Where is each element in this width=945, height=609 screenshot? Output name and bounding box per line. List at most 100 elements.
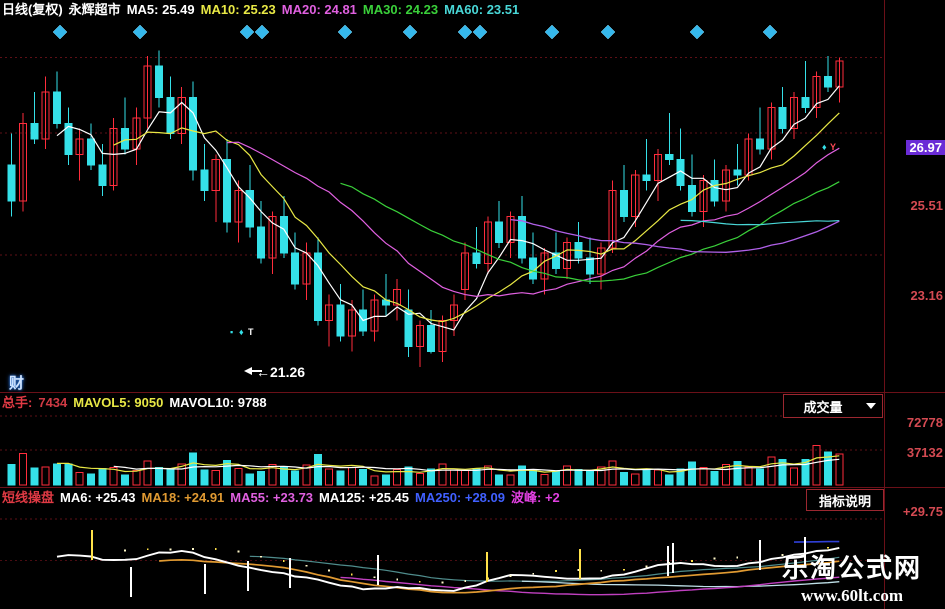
candlestick (778, 86, 787, 134)
candlestick (823, 55, 833, 93)
svg-text:Y: Y (830, 142, 836, 152)
candlestick-plot-area[interactable]: ▪ ♦ T ♦ Y (0, 0, 945, 392)
volume-bar (540, 474, 549, 486)
ind-line-ma250 (793, 540, 840, 543)
candlestick (132, 107, 141, 165)
svg-text:T: T (248, 327, 254, 337)
ind-legend-ma18: MA18: +24.91 (141, 490, 225, 505)
indicator-axis-label-max: +29.75 (902, 504, 943, 519)
volume-bar (189, 452, 198, 486)
volume-bar (472, 468, 481, 486)
svg-text:♦: ♦ (239, 327, 244, 337)
price-axis-label-mid: 25.51 (910, 198, 943, 213)
candlestick (155, 50, 164, 108)
indicator-plot-area[interactable] (0, 488, 945, 609)
volume-bar (30, 467, 39, 486)
price-axis-label-high: 26.97 (906, 140, 945, 155)
candlestick (98, 144, 107, 196)
volume-bar (143, 460, 152, 486)
volume-bar (257, 470, 266, 486)
volume-bar (370, 475, 379, 486)
low-price-annotation: ←21.26 (256, 364, 306, 380)
indicator-description-button[interactable]: 指标说明 (806, 489, 884, 511)
volume-bar (699, 466, 708, 486)
panel-divider-2 (0, 487, 945, 488)
volume-bar (7, 463, 16, 486)
ind-legend-ma55: MA55: +23.73 (230, 490, 314, 505)
candlestick (529, 232, 538, 285)
ind-legend-ma125: MA125: +25.45 (319, 490, 410, 505)
indicator-dot-markers (124, 546, 829, 584)
volume-bar (393, 469, 402, 486)
candlestick (359, 289, 368, 337)
volume-bar (98, 468, 107, 486)
volume-bar (506, 474, 515, 486)
candlestick (223, 138, 232, 233)
candlestick (347, 299, 356, 352)
candlestick (438, 315, 447, 363)
volume-bar (177, 463, 186, 486)
volume-bar (642, 468, 651, 486)
indicator-title-label: 短线操盘 (2, 490, 55, 505)
volume-bar (733, 461, 742, 486)
candlestick (495, 201, 504, 248)
candlestick (64, 107, 73, 165)
volume-bar (64, 463, 73, 486)
volume-bar (801, 459, 810, 486)
volume-bar (75, 471, 84, 486)
volume-bar (835, 453, 844, 486)
candlestick (268, 211, 277, 274)
candlestick (393, 278, 402, 321)
candlestick (291, 232, 300, 290)
candlestick (653, 149, 662, 202)
candlestick (313, 237, 322, 326)
candlestick (699, 175, 708, 228)
volume-indicator-selector[interactable]: 成交量 (783, 394, 883, 418)
candlestick (325, 294, 334, 347)
volume-selector-label: 成交量 (803, 399, 843, 415)
volume-bar (608, 460, 617, 486)
volume-panel-header: 总手: 7434 MAVOL5: 9050 MAVOL10: 9788 (0, 393, 945, 413)
volume-bar (41, 466, 50, 486)
volume-bar (415, 473, 424, 486)
volume-bar (155, 466, 164, 486)
mavol-legend-mavol5: MAVOL5: 9050 (73, 395, 164, 410)
candlestick (585, 237, 594, 285)
stock-name-label: 永辉超市 (68, 2, 121, 17)
candlestick (18, 112, 28, 212)
candlestick (257, 201, 266, 264)
volume-bar (166, 468, 175, 486)
finance-event-marker[interactable]: 财 (9, 375, 25, 392)
volume-bar (812, 445, 821, 486)
volume-bar (665, 474, 674, 486)
candlestick (574, 221, 583, 264)
volume-bar (483, 465, 492, 486)
candlestick (835, 57, 844, 103)
period-label: 日线(复权) (2, 2, 63, 17)
low-annotation-arrow (244, 367, 262, 375)
price-panel-header: 日线(复权) 永辉超市 MA5: 25.49 MA10: 25.23 MA20: 24.… (0, 0, 945, 20)
candlestick (415, 320, 424, 368)
volume-bar (279, 466, 288, 486)
volume-bar (676, 468, 685, 486)
ind-legend-peak: 波峰: +2 (511, 490, 560, 505)
candlestick (472, 227, 481, 269)
chevron-down-icon[interactable] (866, 403, 876, 409)
volume-plot-area[interactable] (0, 393, 945, 487)
price-chart-panel[interactable]: 日线(复权) 永辉超市 MA5: 25.49 MA10: 25.23 MA20: 24.… (0, 0, 945, 392)
indicator-chart-panel[interactable]: 短线操盘 MA6: +25.43 MA18: +24.91 MA55: +23.73 M… (0, 488, 945, 609)
candlestick (597, 242, 606, 290)
candlestick (710, 159, 719, 207)
candlestick (619, 164, 628, 222)
volume-bar (721, 464, 730, 486)
candlestick (733, 144, 742, 186)
right-axis-line (884, 0, 885, 609)
indicator-description-label: 指标说明 (818, 493, 871, 509)
candlestick (404, 289, 413, 357)
buy-signal-diamonds[interactable] (52, 24, 778, 40)
volume-bar (597, 466, 606, 486)
volume-bar (778, 459, 787, 486)
pattern-marker-cluster: ▪ ♦ T (230, 327, 254, 337)
volume-bar (313, 453, 322, 486)
